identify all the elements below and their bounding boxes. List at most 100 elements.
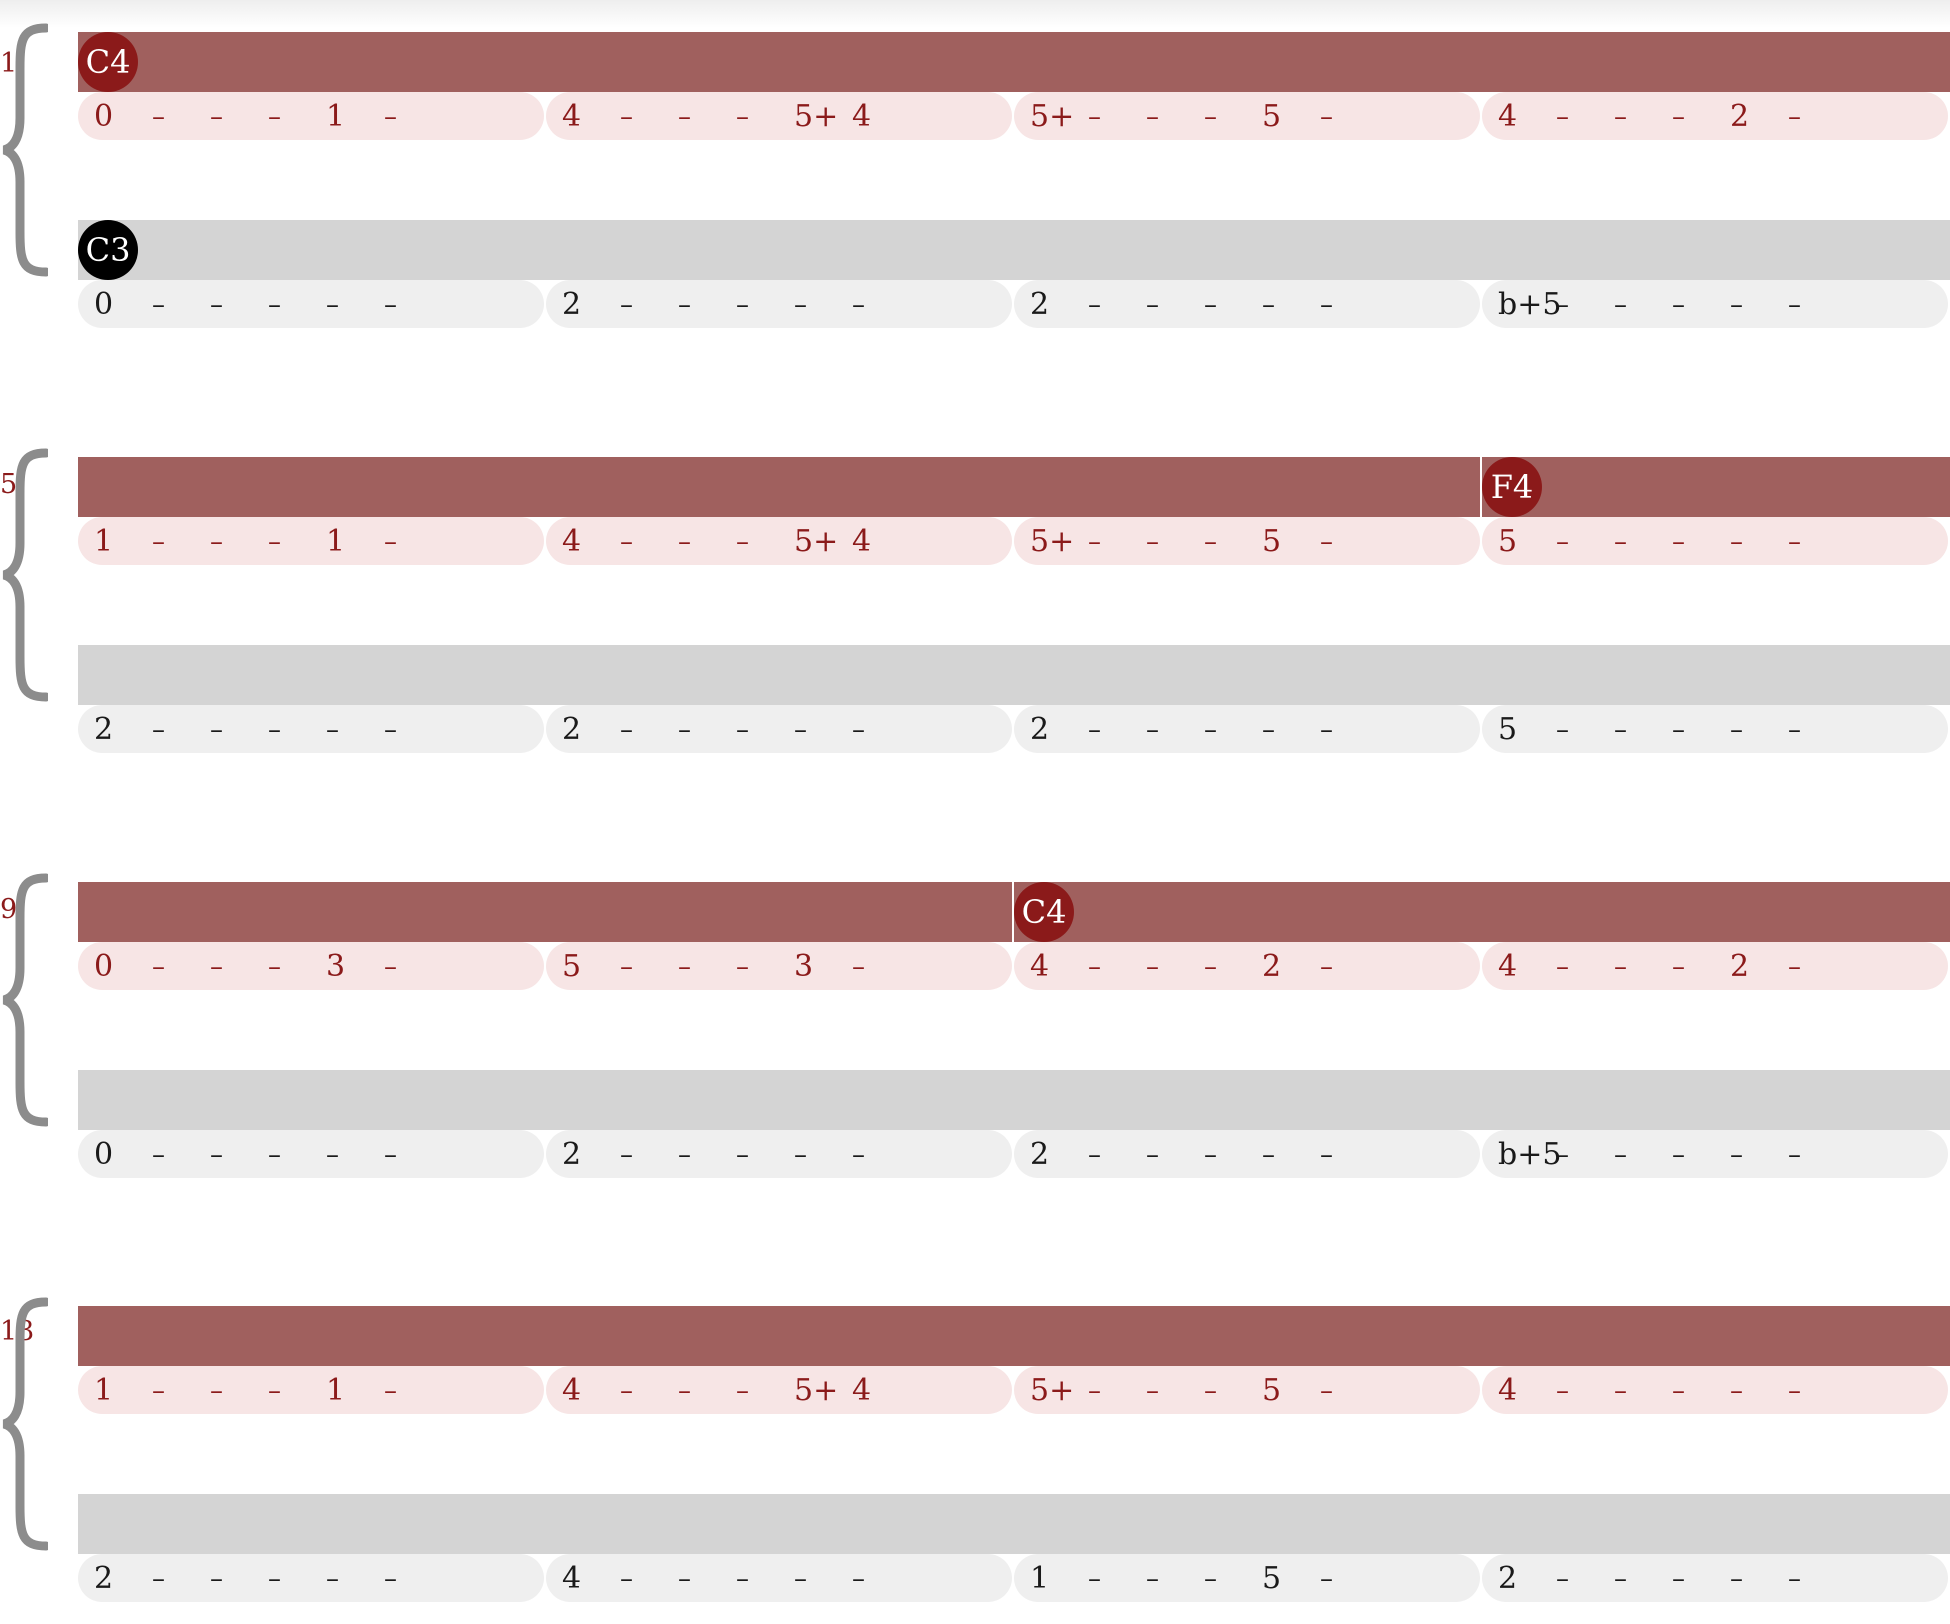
measure-cell[interactable]: 2 – – – – – xyxy=(546,705,1012,753)
measure-cell[interactable]: 2 – – – – – xyxy=(78,1554,544,1602)
hole-number: 4 xyxy=(562,524,582,559)
hold-dash: – xyxy=(152,102,165,132)
measure-cell[interactable]: 5 – – – – – xyxy=(1482,517,1948,565)
hold-dash: – xyxy=(1614,1564,1627,1594)
measure-cell[interactable]: 4 – – – – – xyxy=(1482,1366,1948,1414)
system-brace-icon xyxy=(2,873,48,1127)
hole-number: 5 xyxy=(1262,524,1282,559)
hold-dash: – xyxy=(268,715,281,745)
measure-cell[interactable]: 2 – – – – – xyxy=(1014,280,1480,328)
hold-dash: – xyxy=(1262,1140,1275,1170)
hold-dash: – xyxy=(326,715,339,745)
measure-cell[interactable]: 5 – – – 3 – xyxy=(546,942,1012,990)
hold-dash: – xyxy=(794,290,807,320)
hold-dash: – xyxy=(1556,1376,1569,1406)
measure-cell[interactable]: 5+ – – –5– xyxy=(1014,92,1480,140)
measure-cell[interactable]: 4 – – – 5+ 4 xyxy=(546,1366,1012,1414)
hold-dash: – xyxy=(620,952,633,982)
hole-number: 5+ xyxy=(1030,99,1075,134)
hold-dash: – xyxy=(1320,1376,1333,1406)
hold-dash: – xyxy=(1614,290,1627,320)
hold-dash: – xyxy=(1320,715,1333,745)
hole-number: 1 xyxy=(1030,1561,1050,1596)
measure-cell[interactable]: b+5– – – – – xyxy=(1482,1130,1948,1178)
measure-cell[interactable]: 2 – – – – – xyxy=(78,705,544,753)
measure-cell[interactable]: 0 – – – 3 – xyxy=(78,942,544,990)
hold-dash: – xyxy=(736,952,749,982)
hold-dash: – xyxy=(210,715,223,745)
hole-number: 5+ xyxy=(794,524,839,559)
hold-dash: – xyxy=(326,1564,339,1594)
measure-cell[interactable]: 1 – – – 1 – xyxy=(78,1366,544,1414)
hold-dash: – xyxy=(678,715,691,745)
hold-dash: – xyxy=(736,527,749,557)
measure-cell[interactable]: 4 – – – 5+ 4 xyxy=(546,517,1012,565)
hold-dash: – xyxy=(1204,102,1217,132)
hold-dash: – xyxy=(1146,952,1159,982)
hold-dash: – xyxy=(152,715,165,745)
measure-cell[interactable]: 2 – – – – – xyxy=(1014,705,1480,753)
hole-number: 4 xyxy=(1498,1373,1518,1408)
hold-dash: – xyxy=(152,527,165,557)
measure-cell[interactable]: 4 – – – 2 – xyxy=(1014,942,1480,990)
hold-dash: – xyxy=(210,290,223,320)
hole-number: 2 xyxy=(1030,287,1050,322)
hole-number: 0 xyxy=(94,1137,114,1172)
measure-cell[interactable]: 5+ – – –5– xyxy=(1014,1366,1480,1414)
hold-dash: – xyxy=(268,527,281,557)
hold-dash: – xyxy=(268,1376,281,1406)
chord-marker[interactable]: C3 xyxy=(78,220,138,280)
hold-dash: – xyxy=(1672,527,1685,557)
hold-dash: – xyxy=(678,102,691,132)
hold-dash: – xyxy=(1730,715,1743,745)
lower-voice-row: 0– – – – –2– – – – –2– – – – – b+5– – – – – xyxy=(78,1130,1950,1178)
measure-cell[interactable]: 2 – – – – – xyxy=(546,280,1012,328)
hold-dash: – xyxy=(1320,102,1333,132)
measure-cell[interactable]: 2 – – – – – xyxy=(1014,1130,1480,1178)
hold-dash: – xyxy=(1204,1376,1217,1406)
hole-number: 5 xyxy=(1498,712,1518,747)
hold-dash: – xyxy=(384,102,397,132)
hold-dash: – xyxy=(1146,715,1159,745)
hole-number: 1 xyxy=(326,99,346,134)
hold-dash: – xyxy=(1672,290,1685,320)
hold-dash: – xyxy=(1672,715,1685,745)
hold-dash: – xyxy=(678,527,691,557)
measure-cell[interactable]: 5 – – – – – xyxy=(1482,705,1948,753)
measure-cell[interactable]: 0 – – – 1 – xyxy=(78,92,544,140)
hold-dash: – xyxy=(152,1564,165,1594)
hold-dash: – xyxy=(1088,290,1101,320)
chord-marker[interactable]: C4 xyxy=(1014,882,1074,942)
hold-dash: – xyxy=(620,1564,633,1594)
measure-cell[interactable]: 5+ – – –5– xyxy=(1014,517,1480,565)
hold-dash: – xyxy=(1730,527,1743,557)
hold-dash: – xyxy=(1556,1140,1569,1170)
measure-cell[interactable]: 4 – – – – – xyxy=(546,1554,1012,1602)
measure-cell[interactable]: 4 – – – 2 – xyxy=(1482,92,1948,140)
hold-dash: – xyxy=(852,952,865,982)
hold-dash: – xyxy=(210,1140,223,1170)
measure-cell[interactable]: 2 – – – – – xyxy=(546,1130,1012,1178)
measure-cell[interactable]: 1 – – – 1 – xyxy=(78,517,544,565)
hold-dash: – xyxy=(1672,952,1685,982)
measure-cell[interactable]: 4 – – – 2 – xyxy=(1482,942,1948,990)
hold-dash: – xyxy=(210,102,223,132)
measure-cell[interactable]: 1 – – – 5 – xyxy=(1014,1554,1480,1602)
upper-voice-bar: C4 xyxy=(78,32,1950,92)
hold-dash: – xyxy=(620,102,633,132)
chord-marker[interactable]: C4 xyxy=(78,32,138,92)
hold-dash: – xyxy=(736,102,749,132)
hold-dash: – xyxy=(852,1564,865,1594)
measure-cell[interactable]: 0 – – – – – xyxy=(78,1130,544,1178)
measure-cell[interactable]: 0 – – – – – xyxy=(78,280,544,328)
hold-dash: – xyxy=(620,1376,633,1406)
measure-cell[interactable]: b+5– – – – – xyxy=(1482,280,1948,328)
tab-system: 9 C4 0– – –3–5– – –3–4– – –2–4– – –2–0– – – – –2– – – – –2… xyxy=(0,858,1950,1188)
hold-dash: – xyxy=(678,952,691,982)
measure-cell[interactable]: 2 – – – – – xyxy=(1482,1554,1948,1602)
upper-voice-bar xyxy=(78,1306,1950,1366)
hold-dash: – xyxy=(852,290,865,320)
hold-dash: – xyxy=(210,1564,223,1594)
chord-marker[interactable]: F4 xyxy=(1482,457,1542,517)
measure-cell[interactable]: 4 – – – 5+ 4 xyxy=(546,92,1012,140)
